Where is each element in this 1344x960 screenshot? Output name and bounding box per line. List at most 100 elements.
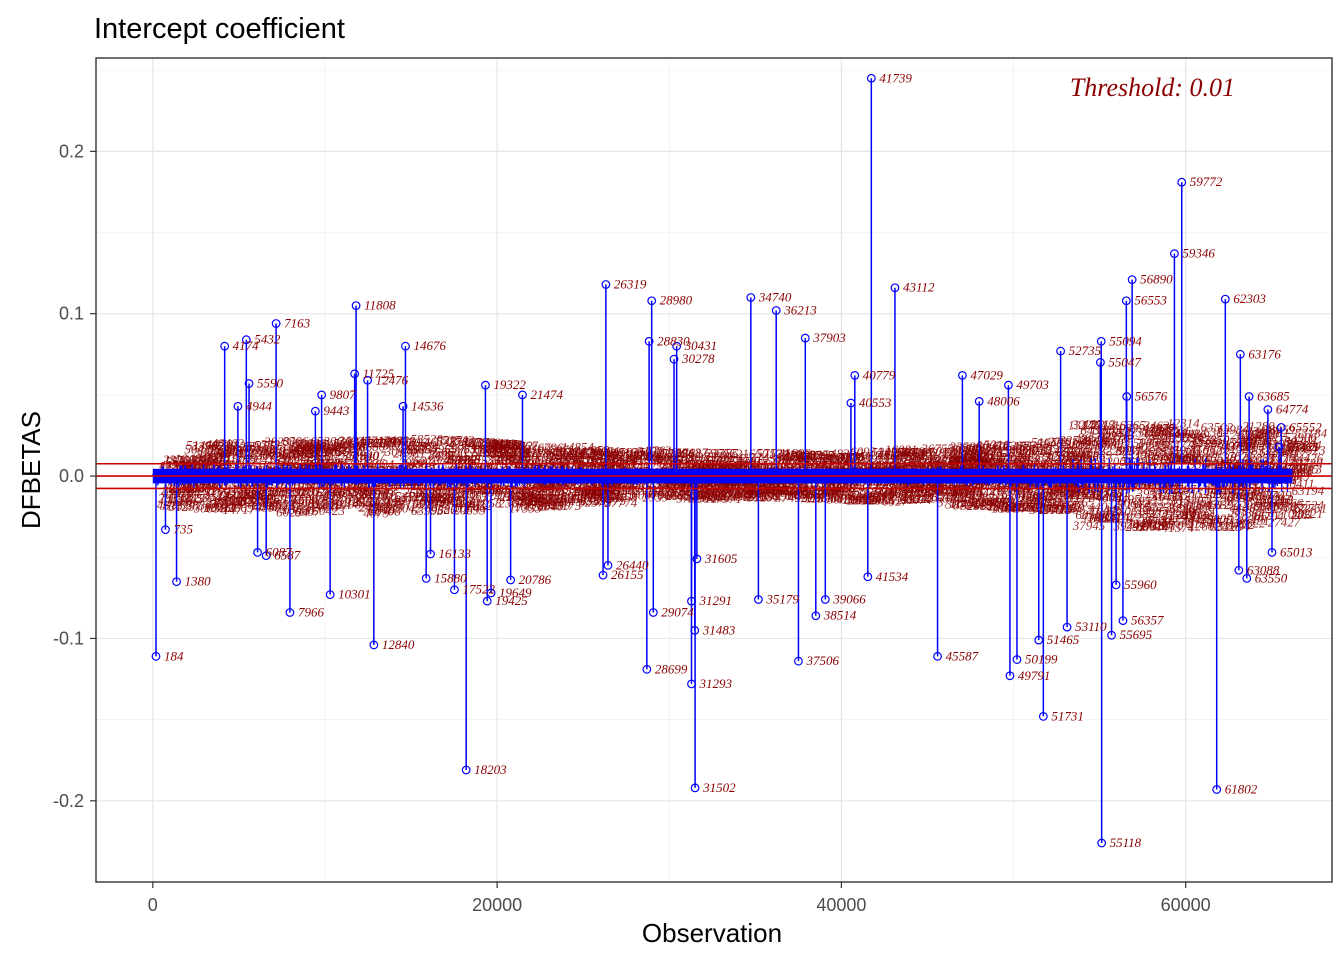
band-label: 43023 <box>1093 508 1126 523</box>
point-label: 26319 <box>614 276 647 291</box>
band-label: 23679 <box>498 495 531 510</box>
band-label: 38762 <box>776 450 810 465</box>
band-label: 2662 <box>1009 442 1036 457</box>
point-label: 31293 <box>699 676 733 691</box>
band-label: 4303 <box>1223 439 1250 454</box>
band-label: 60211 <box>900 491 932 506</box>
point-label: 14536 <box>411 398 444 413</box>
band-label: 13079 <box>225 451 258 466</box>
band-label: 7852 <box>506 439 533 454</box>
band-label: 55465 <box>1037 436 1070 451</box>
band-label: 7263 <box>470 444 497 459</box>
point-label: 50199 <box>1025 652 1058 667</box>
band-label: 5772 <box>254 437 281 452</box>
band-label: 34878 <box>161 483 195 498</box>
band-label: 11714 <box>373 435 405 450</box>
point-label: 40779 <box>863 367 896 382</box>
band-label: 63194 <box>1292 483 1325 498</box>
point-label: 37903 <box>812 330 846 345</box>
band-label: 41574 <box>1162 520 1195 535</box>
band-label: 36036 <box>716 489 750 504</box>
band-label: 7834 <box>898 448 925 463</box>
band-label: 57850 <box>1197 432 1230 447</box>
band-label: 31622 <box>1232 516 1266 531</box>
point-label: 16133 <box>439 546 472 561</box>
y-axis-title: DFBETAS <box>16 411 46 529</box>
band-label: 40252 <box>1135 439 1168 454</box>
band-label: 64962 <box>982 495 1015 510</box>
band-label: 27245 <box>973 449 1006 464</box>
point-label: 11808 <box>364 298 396 313</box>
band-label: 56342 <box>1185 451 1218 466</box>
band-label: 44397 <box>367 494 400 509</box>
band-label: 21321 <box>1098 511 1131 526</box>
band-label: 34266 <box>1242 498 1276 513</box>
band-label: 38271 <box>1060 490 1094 505</box>
band-label: 17849 <box>580 444 613 459</box>
band-label: 8848 <box>537 499 564 514</box>
band-label: 29241 <box>839 480 872 495</box>
band-label: 2937 <box>1125 519 1152 534</box>
band-label: 29784 <box>596 453 629 468</box>
band-label: 44013 <box>443 495 476 510</box>
band-label: 61708 <box>368 503 401 518</box>
point-label: 26155 <box>611 567 644 582</box>
band-label: 7312 <box>943 445 970 460</box>
band-label: 48144 <box>484 446 517 461</box>
point-label: 53110 <box>1075 619 1107 634</box>
band-label: 1948 <box>1217 485 1244 500</box>
band-label: 19523 <box>1293 442 1326 457</box>
point-label: 56553 <box>1134 293 1167 308</box>
band-label: 23917 <box>1018 443 1051 458</box>
band-label: 44654 <box>531 492 564 507</box>
band-label: 11299 <box>821 455 853 470</box>
x-axis: 0 20000 40000 60000 <box>148 882 1211 915</box>
band-label: 205 <box>1291 507 1311 522</box>
band-label: 16704 <box>1251 508 1284 523</box>
band-label: 35291 <box>746 489 780 504</box>
band-label: 55414 <box>222 493 255 508</box>
point-label: 56357 <box>1131 613 1164 628</box>
point-label: 35179 <box>765 591 799 606</box>
band-label: 51271 <box>1274 440 1307 455</box>
point-label: 59346 <box>1182 246 1215 261</box>
point-label: 9443 <box>323 403 350 418</box>
point-label: 55094 <box>1109 333 1142 348</box>
band-label: 9764 <box>528 487 555 502</box>
band-label: 65532 <box>292 494 325 509</box>
band-label: 17072 <box>1019 488 1052 503</box>
point-label: 735 <box>173 522 193 537</box>
band-label: 31526 <box>1067 487 1101 502</box>
band-label: 34509 <box>517 442 551 457</box>
band-label: 20280 <box>919 446 952 461</box>
x-tick-label: 60000 <box>1161 895 1211 915</box>
band-label: 21579 <box>236 493 269 508</box>
point-label: 52735 <box>1069 343 1102 358</box>
band-label: 2487 <box>428 447 455 462</box>
point-label: 31502 <box>702 780 736 795</box>
y-tick-label: -0.1 <box>53 628 84 648</box>
band-label: 10688 <box>651 487 684 502</box>
point-label: 55960 <box>1124 577 1157 592</box>
chart-title: Intercept coefficient <box>94 13 345 45</box>
point-label: 49791 <box>1018 668 1051 683</box>
band-label: 46889 <box>1079 447 1112 462</box>
x-tick-label: 20000 <box>472 895 522 915</box>
band-label: 63995 <box>411 503 444 518</box>
band-label: 20132 <box>445 451 478 466</box>
band-label: 32969 <box>360 486 394 501</box>
point-label: 62303 <box>1233 291 1266 306</box>
band-label: 63966 <box>1227 490 1260 505</box>
band-label: 29285 <box>486 451 519 466</box>
band-label: 7454 <box>312 455 339 470</box>
point-label: 65013 <box>1280 544 1313 559</box>
band-label: 8175 <box>199 450 226 465</box>
point-label: 65552 <box>1289 419 1322 434</box>
band-label: 47740 <box>449 437 482 452</box>
point-label: 39066 <box>832 591 866 606</box>
band-label: 10233 <box>197 450 230 465</box>
band-label: 10844 <box>482 482 515 497</box>
point-label: 45587 <box>946 648 979 663</box>
